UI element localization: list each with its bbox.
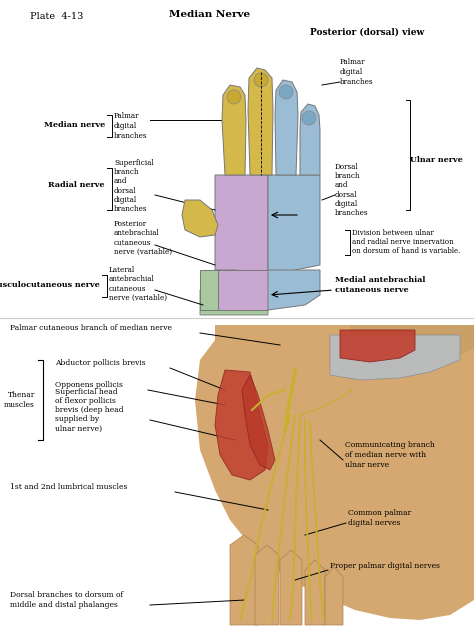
- Polygon shape: [275, 80, 298, 175]
- Polygon shape: [215, 370, 268, 480]
- Polygon shape: [325, 567, 343, 625]
- Text: Abductor pollicis brevis: Abductor pollicis brevis: [55, 359, 146, 367]
- Text: Posterior (dorsal) view: Posterior (dorsal) view: [310, 28, 424, 37]
- Text: Thenar
muscles: Thenar muscles: [4, 391, 35, 409]
- Polygon shape: [195, 325, 474, 620]
- Text: Ulnar nerve: Ulnar nerve: [410, 156, 463, 164]
- Text: Medial antebrachial
cutaneous nerve: Medial antebrachial cutaneous nerve: [335, 276, 425, 294]
- Polygon shape: [340, 330, 415, 362]
- Text: Median Nerve: Median Nerve: [169, 10, 251, 19]
- Polygon shape: [222, 85, 246, 175]
- Polygon shape: [330, 335, 460, 380]
- Polygon shape: [215, 270, 268, 310]
- Text: Radial nerve: Radial nerve: [48, 181, 105, 189]
- Text: Dorsal
branch
and
dorsal
digital
branches: Dorsal branch and dorsal digital branche…: [335, 163, 368, 217]
- Polygon shape: [305, 560, 325, 625]
- Text: Palmar
digital
branches: Palmar digital branches: [340, 59, 374, 86]
- Text: Musculocutaneous nerve: Musculocutaneous nerve: [0, 281, 100, 289]
- Circle shape: [254, 73, 268, 87]
- Polygon shape: [230, 535, 258, 625]
- Polygon shape: [248, 68, 273, 175]
- Circle shape: [279, 85, 293, 99]
- Polygon shape: [280, 550, 302, 625]
- Text: Opponens pollicis: Opponens pollicis: [55, 381, 123, 389]
- Text: 1st and 2nd lumbrical muscles: 1st and 2nd lumbrical muscles: [10, 483, 128, 491]
- Polygon shape: [200, 270, 218, 310]
- Polygon shape: [268, 175, 320, 275]
- Circle shape: [227, 90, 241, 104]
- Text: Superficial head
of flexor pollicis
brevis (deep head
supplied by
ulnar nerve): Superficial head of flexor pollicis brev…: [55, 388, 124, 432]
- Text: Median nerve: Median nerve: [44, 121, 105, 129]
- Text: Palmar cutaneous branch of median nerve: Palmar cutaneous branch of median nerve: [10, 324, 172, 332]
- Text: Posterior
antebrachial
cutaneous
nerve (variable): Posterior antebrachial cutaneous nerve (…: [114, 220, 172, 256]
- Polygon shape: [242, 375, 275, 470]
- Text: Plate  4-13: Plate 4-13: [30, 12, 83, 21]
- Polygon shape: [268, 270, 320, 310]
- Polygon shape: [215, 175, 268, 275]
- Text: Common palmar
digital nerves: Common palmar digital nerves: [348, 509, 411, 527]
- Text: Proper palmar digital nerves: Proper palmar digital nerves: [330, 562, 440, 570]
- Polygon shape: [300, 104, 320, 175]
- Polygon shape: [200, 290, 268, 315]
- Text: Lateral
antebrachial
cutaneous
nerve (variable): Lateral antebrachial cutaneous nerve (va…: [109, 266, 167, 302]
- Text: Palmar
digital
branches: Palmar digital branches: [114, 112, 147, 140]
- Text: Superficial
branch
and
dorsal
digital
branches: Superficial branch and dorsal digital br…: [114, 159, 154, 213]
- Text: Communicating branch
of median nerve with
ulnar nerve: Communicating branch of median nerve wit…: [345, 441, 435, 469]
- Polygon shape: [350, 325, 474, 380]
- Polygon shape: [255, 545, 279, 625]
- Polygon shape: [182, 200, 218, 237]
- Text: Division between ulnar
and radial nerve innervation
on dorsum of hand is variabl: Division between ulnar and radial nerve …: [352, 229, 460, 255]
- Circle shape: [302, 111, 316, 125]
- Text: Dorsal branches to dorsum of
middle and distal phalanges: Dorsal branches to dorsum of middle and …: [10, 591, 123, 609]
